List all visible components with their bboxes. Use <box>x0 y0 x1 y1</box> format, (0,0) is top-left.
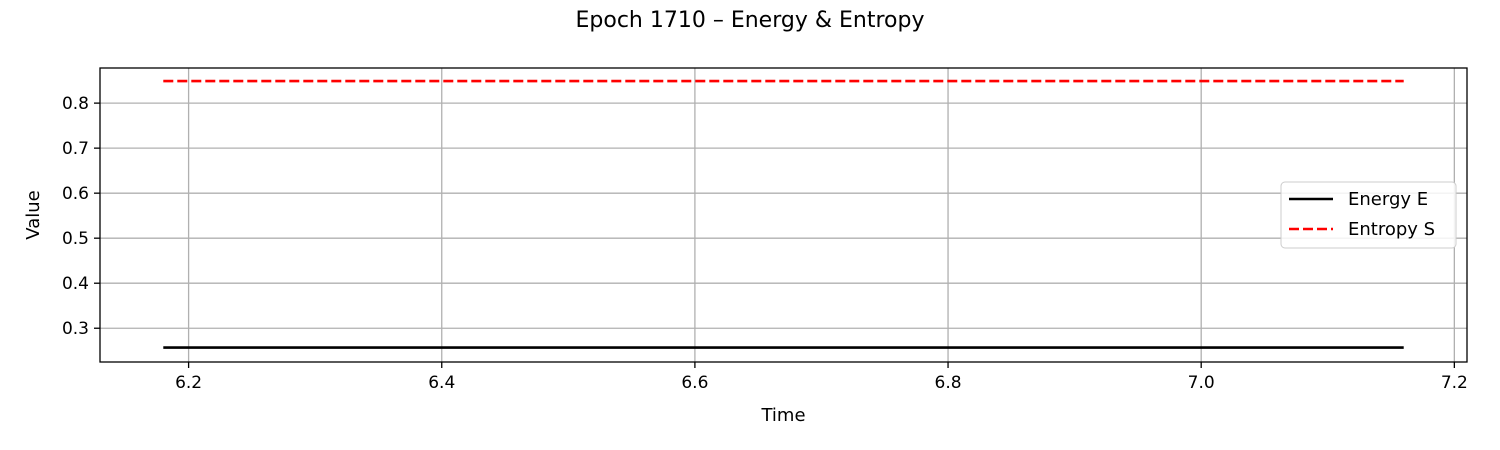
y-tick-label: 0.5 <box>62 229 89 249</box>
legend-label-entropy: Entropy S <box>1348 219 1435 240</box>
series-lines <box>163 79 1404 349</box>
x-tick-label: 7.2 <box>1441 373 1468 393</box>
x-tick-label: 6.4 <box>428 373 455 393</box>
plot-frame <box>99 67 1468 363</box>
grid <box>100 68 1467 362</box>
x-tick-label: 6.8 <box>935 373 962 393</box>
axis-ticks: 6.2 6.4 6.6 6.8 7.0 7.2 0.3 0.4 0.5 0.6 0.7 0.8 <box>62 94 1468 393</box>
y-tick-label: 0.4 <box>62 274 89 294</box>
y-axis-label: Value <box>23 190 44 239</box>
y-tick-label: 0.7 <box>62 139 89 159</box>
chart-title: Epoch 1710 – Energy & Entropy <box>576 8 925 33</box>
legend: Energy E Entropy S <box>1280 181 1457 249</box>
y-tick-label: 0.3 <box>62 319 89 339</box>
x-tick-label: 7.0 <box>1188 373 1215 393</box>
x-axis-label: Time <box>760 405 805 426</box>
y-tick-label: 0.8 <box>62 94 89 114</box>
y-tick-label: 0.6 <box>62 184 89 204</box>
legend-label-energy: Energy E <box>1348 189 1428 210</box>
x-tick-label: 6.2 <box>175 373 202 393</box>
x-tick-label: 6.6 <box>681 373 708 393</box>
